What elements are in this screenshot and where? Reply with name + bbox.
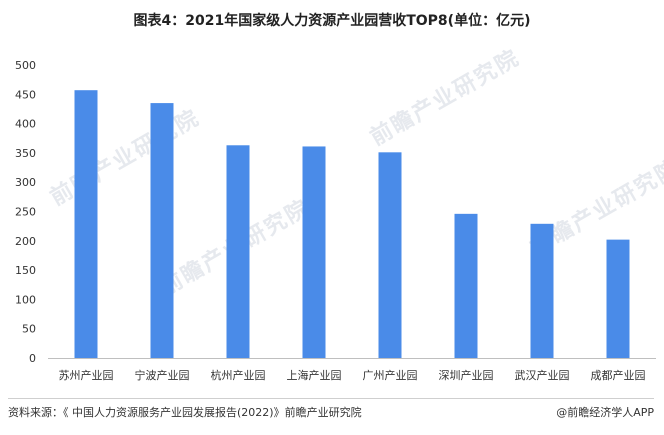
- y-tick-label: 500: [15, 59, 36, 72]
- bar-7: [606, 239, 630, 358]
- chart-title: 图表4：2021年国家级人力资源产业园营收TOP8(单位：亿元): [133, 13, 531, 29]
- x-tick-label: 宁波产业园: [135, 368, 190, 382]
- x-tick-label: 苏州产业园: [59, 368, 114, 382]
- y-tick-label: 250: [15, 206, 36, 219]
- source-text: 资料来源：《 中国人力资源服务产业园发展报告(2022)》前瞻产业研究院: [8, 406, 362, 419]
- y-tick-label: 300: [15, 176, 36, 189]
- brand-text: @前瞻经济学人APP: [556, 406, 654, 419]
- y-tick-label: 350: [15, 147, 36, 160]
- bar-4: [378, 152, 402, 358]
- y-tick-label: 0: [29, 352, 36, 365]
- x-tick-label: 杭州产业园: [211, 368, 266, 382]
- bar-5: [454, 213, 478, 358]
- y-tick-label: 400: [15, 118, 36, 131]
- footer-divider: [8, 398, 654, 399]
- y-tick-label: 450: [15, 88, 36, 101]
- y-tick-label: 50: [22, 323, 36, 336]
- x-tick-label: 广州产业园: [363, 368, 418, 382]
- y-tick-label: 200: [15, 235, 36, 248]
- bar-6: [530, 223, 554, 358]
- x-axis-labels: 苏州产业园 宁波产业园 杭州产业园 上海产业园 广州产业园 深圳产业园 武汉产业园 成都产业园: [59, 368, 646, 382]
- bars: [74, 90, 630, 358]
- bar-3: [302, 146, 326, 358]
- x-tick-label: 武汉产业园: [515, 368, 570, 382]
- bar-1: [150, 103, 174, 358]
- bar-2: [226, 145, 250, 358]
- bar-0: [74, 90, 98, 358]
- y-tick-label: 150: [15, 264, 36, 277]
- y-axis-ticks: 0 50 100 150 200 250 300 350 400 450 500: [15, 59, 36, 365]
- y-tick-label: 100: [15, 293, 36, 306]
- x-tick-label: 上海产业园: [287, 368, 342, 382]
- x-tick-label: 成都产业园: [591, 368, 646, 382]
- x-tick-label: 深圳产业园: [439, 368, 494, 382]
- footer: 资料来源：《 中国人力资源服务产业园发展报告(2022)》前瞻产业研究院 @前瞻…: [8, 404, 654, 422]
